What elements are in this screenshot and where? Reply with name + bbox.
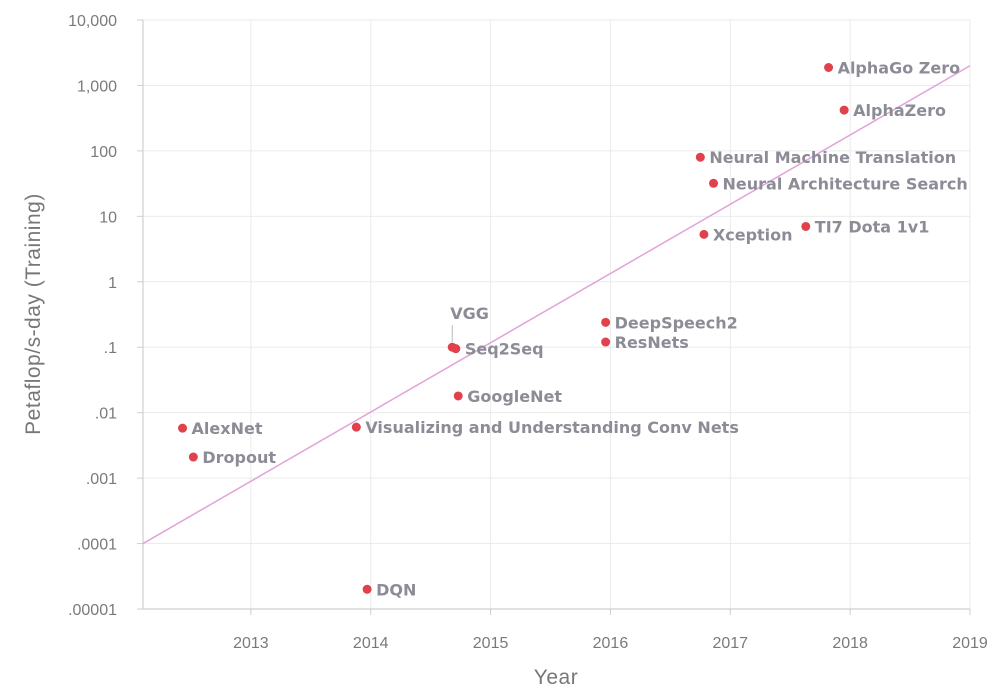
gridlines [137, 19, 971, 615]
point-resnets [601, 337, 611, 347]
y-tick-label: 10,000 [68, 13, 117, 30]
y-axis-title: Petaflop/s-day (Training) [22, 193, 45, 435]
point-ti7-dota-1v1 [801, 221, 811, 231]
y-tick-label: .0001 [77, 537, 117, 554]
trend-line-group [142, 65, 971, 545]
point-neural-machine-translation [695, 152, 705, 162]
axes [142, 20, 970, 610]
x-tick-label: 2019 [952, 635, 988, 652]
x-tick-label: 2013 [233, 635, 269, 652]
y-tick-label: .01 [95, 406, 117, 423]
point-xception [699, 229, 709, 239]
y-tick-label: 1 [108, 275, 117, 292]
point-dropout [188, 452, 198, 462]
label-neural-architecture-search: Neural Architecture Search [723, 174, 968, 193]
label-alphazero: AlphaZero [853, 101, 946, 120]
point-seq2seq [451, 344, 461, 354]
point-visualizing-and-understanding-conv-nets [351, 422, 361, 432]
label-alphago-zero: AlphaGo Zero [838, 59, 961, 78]
point-labels: AlexNet Dropout Visualizing and Understand… [192, 59, 968, 600]
x-tick-label: 2016 [593, 635, 629, 652]
label-deepspeech2: DeepSpeech2 [615, 313, 738, 332]
x-tick-label: 2017 [712, 635, 748, 652]
point-dqn [362, 584, 372, 594]
label-googlenet: GoogleNet [467, 387, 562, 406]
y-tick-label: .1 [104, 340, 117, 357]
label-seq2seq: Seq2Seq [465, 340, 544, 359]
point-neural-architecture-search [709, 178, 719, 188]
point-googlenet [453, 391, 463, 401]
point-alphago-zero [824, 63, 834, 73]
y-tick-label: .001 [86, 471, 117, 488]
x-axis-title: Year [534, 666, 578, 689]
y-tick-label: 100 [90, 144, 117, 161]
x-tick-label: 2015 [473, 635, 509, 652]
label-neural-machine-translation: Neural Machine Translation [709, 148, 956, 167]
label-ti7-dota-1v1: TI7 Dota 1v1 [815, 217, 930, 236]
label-xception: Xception [713, 225, 793, 244]
label-alexnet: AlexNet [192, 419, 263, 438]
label-dropout: Dropout [202, 448, 276, 467]
point-deepspeech2 [601, 317, 611, 327]
y-tick-label: 1,000 [77, 78, 117, 95]
y-tick-label: 10 [99, 209, 117, 226]
data-points [178, 63, 849, 594]
label-vgg: VGG [450, 304, 489, 323]
trend-line [142, 65, 971, 545]
point-alexnet [178, 423, 188, 433]
x-tick-label: 2018 [832, 635, 868, 652]
y-tick-label: .00001 [68, 602, 117, 619]
x-tick-labels: 2013 2014 2015 2016 2017 2018 2019 [233, 635, 988, 652]
label-dqn: DQN [376, 580, 416, 599]
y-tick-labels: .00001 .0001 .001 .01 .1 1 10 100 1,000 10,000 [68, 13, 117, 619]
label-visualizing-and-understanding-conv-nets: Visualizing and Understanding Conv Nets [365, 418, 739, 437]
x-tick-label: 2014 [353, 635, 389, 652]
point-alphazero [839, 105, 849, 115]
label-resnets: ResNets [615, 333, 689, 352]
